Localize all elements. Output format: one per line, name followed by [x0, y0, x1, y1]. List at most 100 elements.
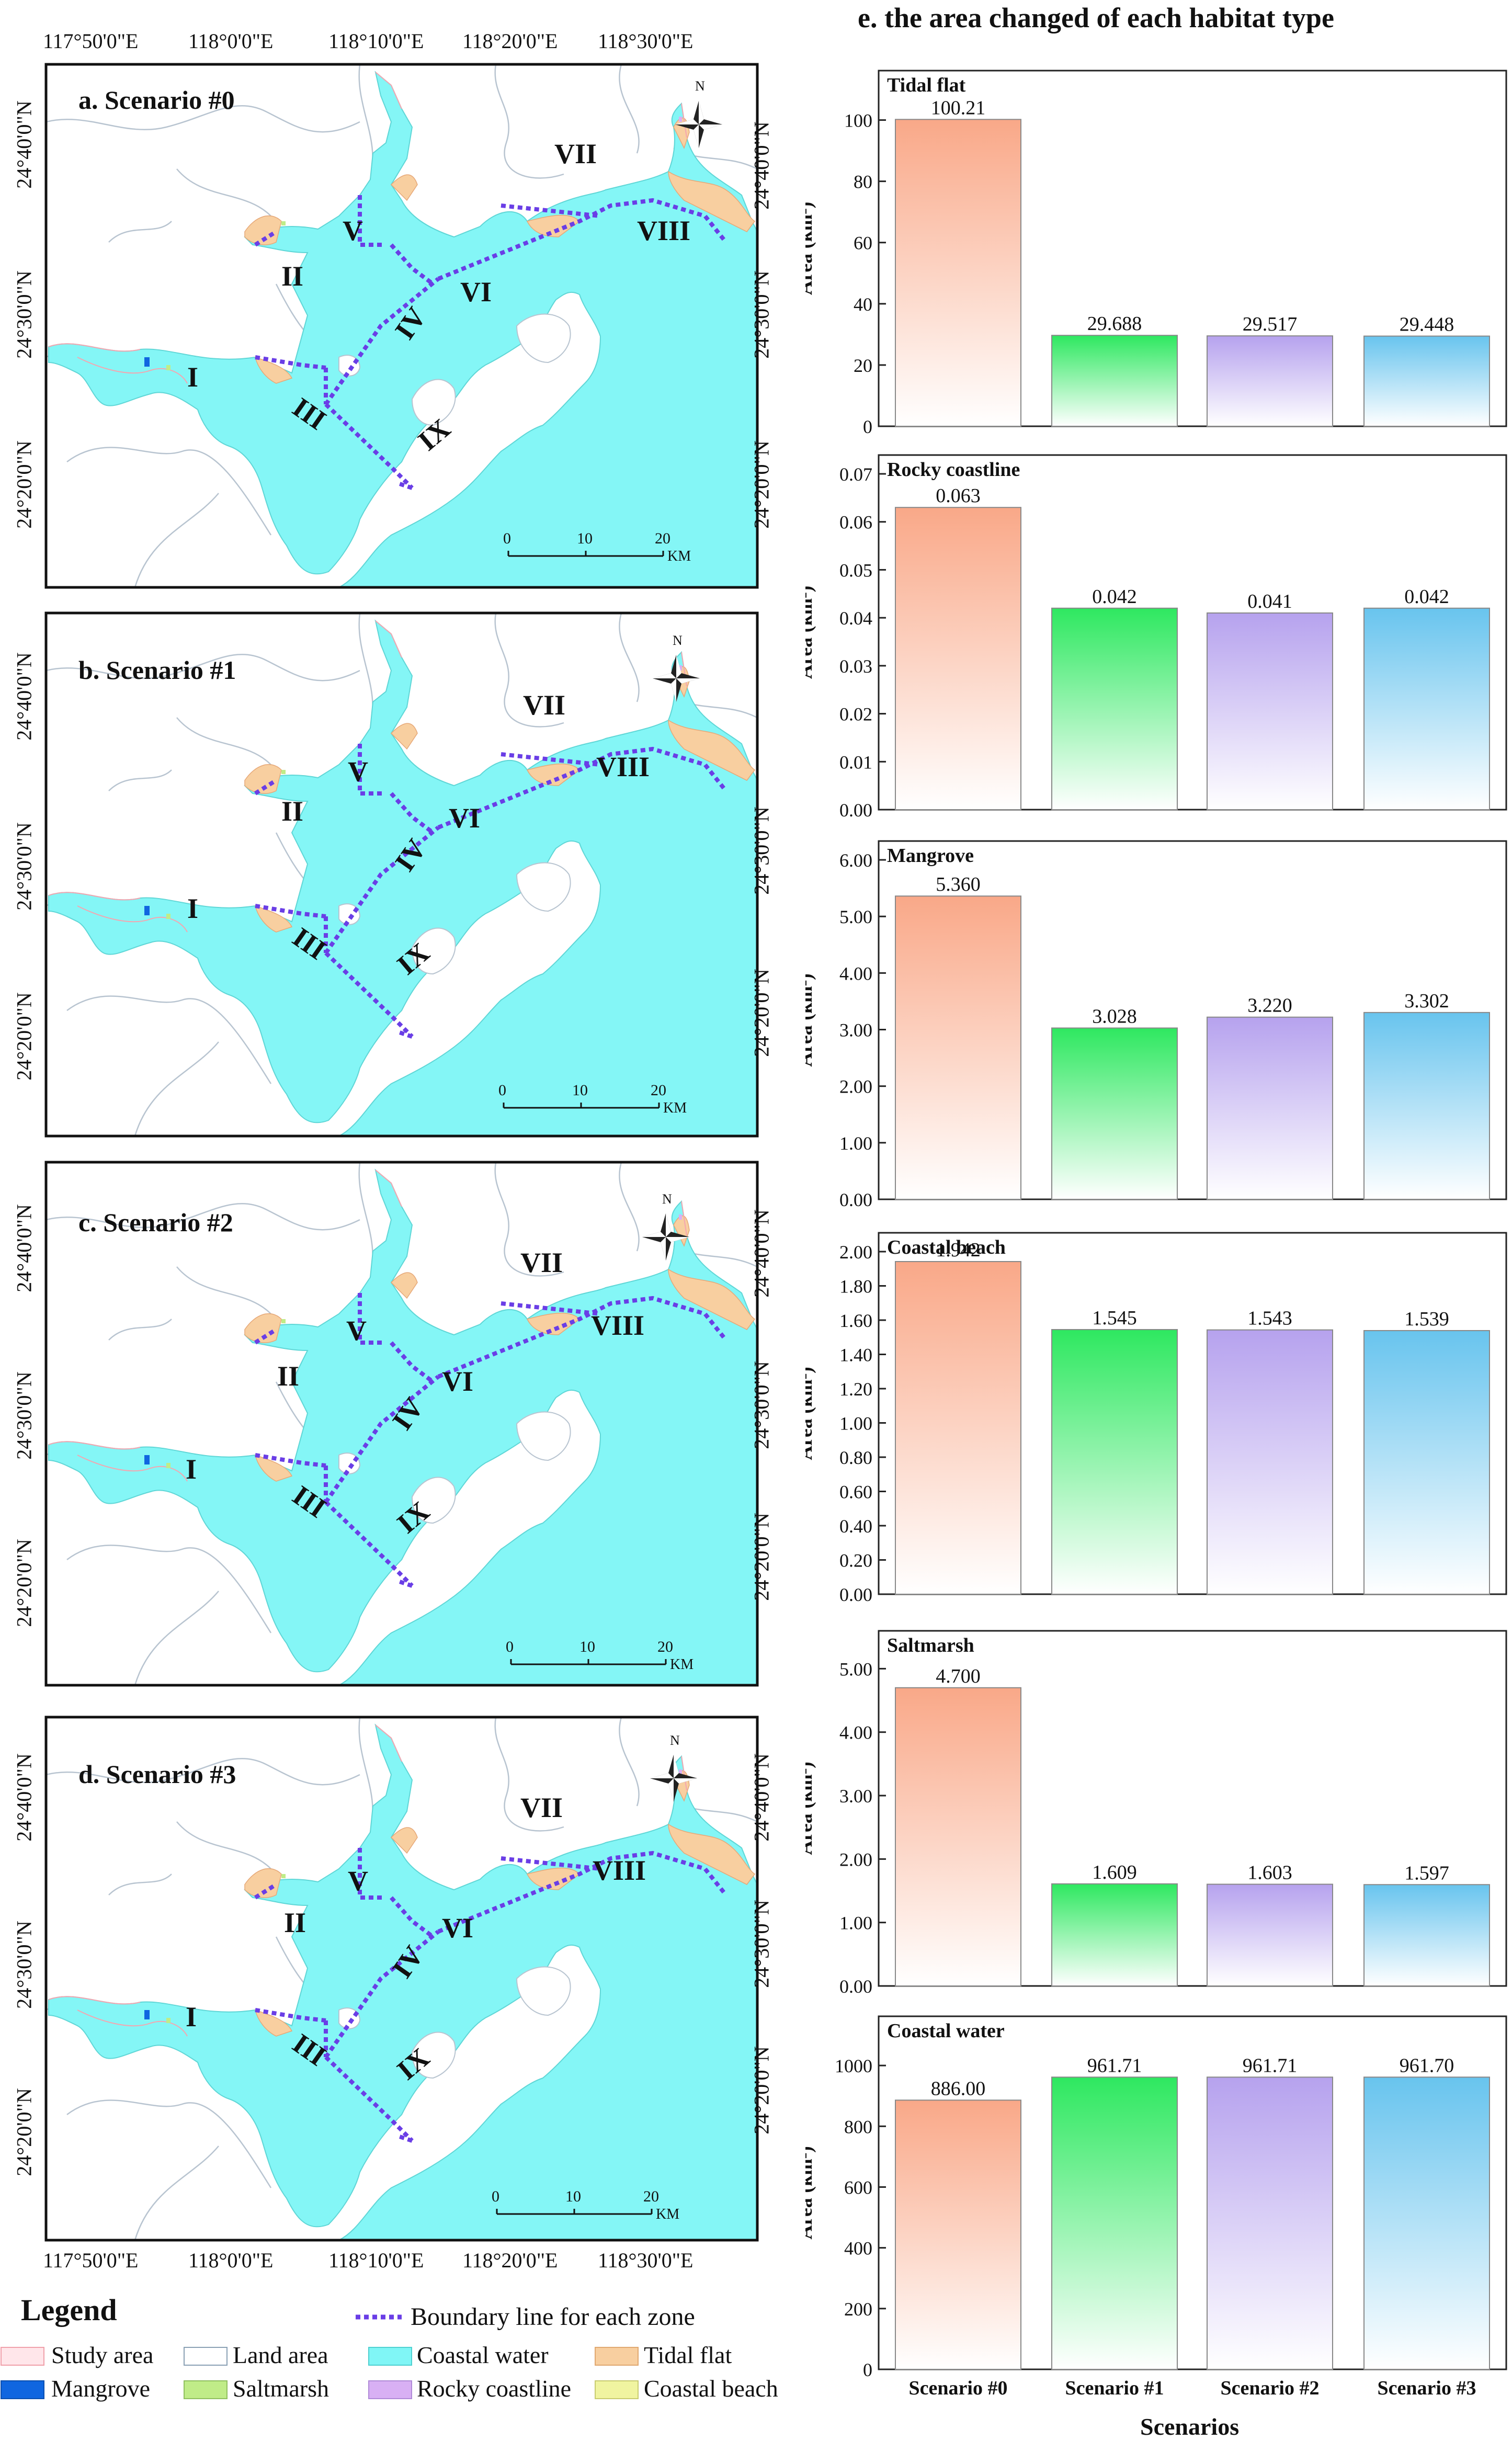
data-label: 1.545: [1092, 1307, 1137, 1329]
lat-label: 24°30'0"N: [12, 1371, 36, 1460]
x-tick-label: Scenario #3: [1378, 2377, 1476, 2399]
y-tick-label: 0: [863, 2359, 872, 2380]
lat-label: 24°40'0"N: [749, 1209, 774, 1298]
chart-title: e. the area changed of each habitat type: [858, 2, 1334, 33]
y-tick-label: 600: [844, 2177, 872, 2198]
data-label: 1.609: [1092, 1861, 1137, 1883]
y-tick-label: 40: [854, 294, 872, 315]
y-tick-label: 1.60: [839, 1310, 872, 1331]
scale-label: 10: [577, 530, 593, 547]
lon-label: 118°10'0"E: [328, 2249, 424, 2272]
legend-item-label: Rocky coastline: [417, 2375, 572, 2402]
zone-label: V: [348, 1865, 368, 1897]
y-axis-label: Area (km²): [805, 2146, 816, 2239]
scale-label: 0: [498, 1082, 506, 1099]
data-label: 1.597: [1404, 1862, 1449, 1884]
legend-swatches: [1, 2314, 639, 2399]
zone-label: I: [187, 361, 199, 393]
lat-label: 24°20'0"N: [12, 440, 36, 529]
y-tick-label: 0.05: [839, 560, 872, 581]
y-tick-label: 1.00: [839, 1133, 872, 1154]
bar: [1363, 1330, 1490, 1595]
x-tick-label: Scenario #0: [909, 2377, 1008, 2399]
lon-label: 118°0'0"E: [188, 29, 274, 53]
bar: [1363, 607, 1490, 811]
scale-label: 10: [572, 1082, 588, 1099]
zone-label: VI: [442, 1366, 474, 1397]
bar: [1363, 2076, 1490, 2370]
data-label: 961.71: [1243, 2054, 1298, 2076]
scale-label: 0: [506, 1638, 514, 1655]
x-axis-title: Scenarios: [1140, 2413, 1240, 2440]
y-tick-label: 0.06: [839, 512, 872, 533]
zone-label: VII: [554, 138, 597, 169]
y-tick-label: 3.00: [839, 1020, 872, 1041]
bar: [1363, 1884, 1490, 1986]
legend-item-label: Land area: [233, 2342, 328, 2368]
y-tick-label: 100: [844, 110, 872, 131]
lon-label: 117°50'0"E: [43, 29, 139, 53]
legend-item-label: Mangrove: [51, 2375, 151, 2402]
bar: [1207, 335, 1333, 427]
y-tick-label: 4.00: [839, 1722, 872, 1743]
bar: [895, 507, 1021, 810]
y-tick-label: 0.04: [839, 608, 872, 629]
x-tick-label: Scenario #1: [1065, 2377, 1164, 2399]
lon-label: 118°20'0"E: [462, 2249, 558, 2272]
y-tick-label: 2.00: [839, 1849, 872, 1870]
y-tick-label: 0.07: [839, 464, 872, 485]
zone-label: VIII: [596, 751, 650, 782]
zone-label: I: [186, 1454, 197, 1485]
scale-label: KM: [663, 1100, 687, 1116]
lat-label: 24°30'0"N: [12, 822, 36, 911]
data-label: 1.543: [1247, 1308, 1292, 1330]
zone-label: VIII: [591, 1310, 645, 1341]
compass-n-label: N: [670, 1733, 680, 1748]
y-axis-label: Area (km²): [805, 586, 816, 679]
zone-label: VII: [520, 1247, 563, 1278]
y-tick-label: 5.00: [839, 906, 872, 927]
zone-label: VII: [520, 1792, 563, 1823]
legend-item-label: Coastal water: [417, 2342, 549, 2368]
scale-label: KM: [667, 548, 691, 564]
data-label: 0.063: [936, 485, 981, 507]
y-tick-label: 200: [844, 2299, 872, 2320]
y-tick-label: 0.80: [839, 1447, 872, 1468]
lon-label: 118°30'0"E: [598, 29, 694, 53]
y-tick-label: 80: [854, 172, 872, 192]
data-label: 0.041: [1247, 591, 1292, 612]
lat-label: 24°30'0"N: [749, 1900, 774, 1988]
data-label: 961.70: [1400, 2054, 1454, 2076]
data-label: 886.00: [931, 2077, 986, 2099]
y-tick-label: 0.01: [839, 752, 872, 773]
zone-label: V: [343, 215, 363, 246]
data-label: 3.302: [1404, 990, 1449, 1012]
y-tick-label: 1.40: [839, 1345, 872, 1366]
bar: [1051, 2076, 1178, 2370]
compass-n-label: N: [695, 78, 705, 94]
y-tick-label: 2.00: [839, 1242, 872, 1263]
zone-label: VIII: [637, 215, 691, 246]
panel-title: Coastal beach: [887, 1236, 1006, 1258]
lat-label: 24°40'0"N: [749, 121, 774, 210]
legend-item-label: Tidal flat: [644, 2342, 732, 2368]
y-tick-label: 0.02: [839, 704, 872, 725]
zone-label: VII: [523, 689, 566, 721]
scale-label: 20: [657, 1638, 673, 1655]
zone-label: VI: [449, 802, 481, 834]
y-tick-label: 3.00: [839, 1786, 872, 1807]
panel-frame: [878, 2015, 1507, 2370]
scale-label: KM: [656, 2206, 680, 2222]
y-tick-label: 1.80: [839, 1276, 872, 1297]
lat-label: 24°40'0"N: [12, 1753, 36, 1842]
bar: [895, 1261, 1021, 1595]
scale-label: 20: [655, 530, 670, 547]
lon-label: 118°20'0"E: [462, 29, 558, 53]
lon-label: 117°50'0"E: [43, 2249, 139, 2272]
zone-label: II: [281, 796, 304, 827]
y-tick-label: 0.00: [839, 1189, 872, 1210]
bar: [1207, 612, 1333, 810]
data-label: 1.539: [1404, 1308, 1449, 1330]
legend-boundary-label: Boundary line for each zone: [411, 2303, 695, 2331]
y-tick-label: 6.00: [839, 850, 872, 871]
